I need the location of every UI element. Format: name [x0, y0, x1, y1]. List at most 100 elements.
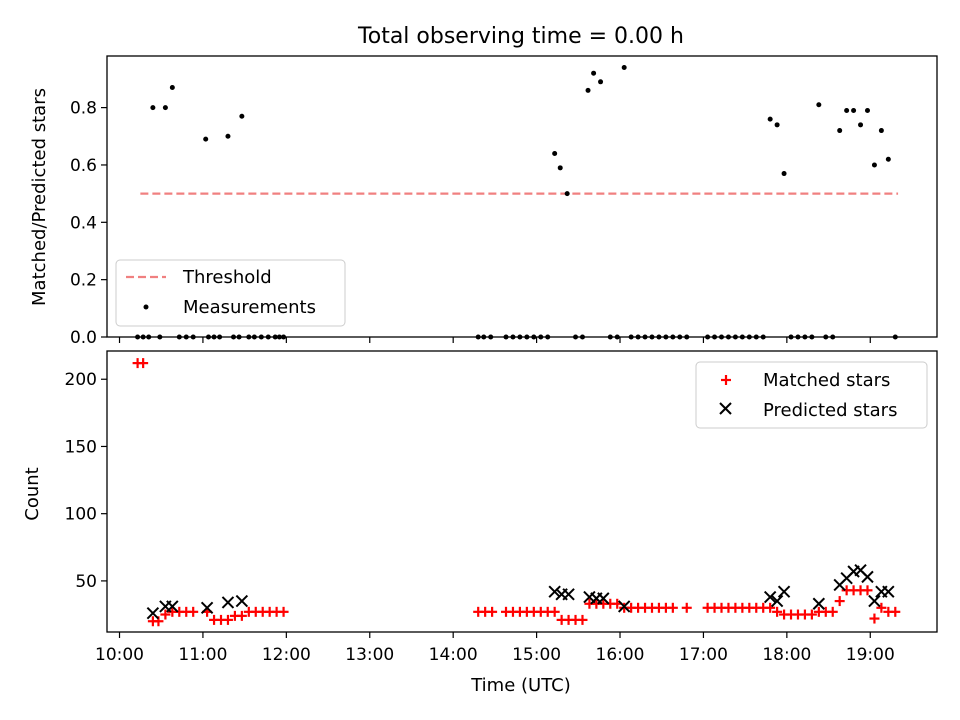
measurement-point	[878, 128, 884, 134]
measurement-point	[169, 85, 175, 91]
matched-star-point	[869, 613, 880, 624]
measurements-legend-label: Measurements	[183, 297, 316, 318]
matched-star-point	[890, 606, 901, 617]
measurement-point	[150, 105, 156, 111]
measurement-point	[816, 102, 822, 108]
bottom-x-axis-label: Time (UTC)	[470, 675, 571, 696]
bottom-y-tick-label: 200	[65, 370, 97, 390]
measurement-point	[871, 162, 877, 168]
predicted-star-point	[770, 594, 784, 608]
bottom-y-tick-label: 100	[65, 505, 97, 525]
matched-star-point	[487, 606, 498, 617]
threshold-legend-label: Threshold	[182, 267, 272, 288]
measurement-point	[557, 165, 563, 171]
top-y-tick-label: 0.2	[70, 271, 97, 291]
matched-star-point	[222, 614, 233, 625]
bottom-x-tick-label: 10:00	[95, 645, 144, 665]
top-y-axis-label: Matched/Predicted stars	[29, 88, 50, 306]
matched-star-point	[278, 606, 289, 617]
predicted-star-point	[200, 601, 214, 615]
measurement-point	[864, 107, 870, 113]
top-y-tick-label: 0.6	[70, 156, 97, 176]
measurement-point	[858, 122, 864, 128]
bottom-panel: 50 100 150 200 10:00 11:00 12:00 13:00 14:00 15:…	[22, 350, 938, 696]
predicted-legend-swatch	[719, 402, 732, 415]
chart-title: Total observing time = 0.00 h	[357, 24, 684, 49]
top-y-axis: 0.0 0.2 0.4 0.6 0.8	[70, 99, 107, 348]
top-y-tick-label: 0.0	[70, 328, 97, 348]
measurement-point	[837, 128, 843, 134]
measurement-point	[162, 105, 168, 111]
matched-star-point	[765, 602, 776, 613]
predicted-star-point	[882, 585, 895, 598]
matched-star-point	[827, 606, 838, 617]
bottom-y-axis: 50 100 150 200	[65, 370, 107, 592]
measurement-point	[591, 70, 597, 76]
bottom-x-tick-label: 15:00	[512, 645, 561, 665]
matched-star-point	[160, 609, 171, 620]
measurement-point	[844, 107, 850, 113]
top-x-axis	[118, 337, 871, 343]
matched-star-point	[681, 602, 692, 613]
predicted-legend-label: Predicted stars	[763, 400, 897, 421]
measurement-point	[767, 116, 773, 122]
bottom-legend: Matched stars Predicted stars	[695, 361, 928, 429]
measurement-point	[781, 171, 787, 177]
measurement-point	[564, 191, 570, 197]
measurement-point	[621, 64, 627, 70]
matched-star-point	[772, 606, 783, 617]
bottom-x-tick-label: 18:00	[762, 645, 811, 665]
predicted-star-point	[548, 585, 561, 598]
matched-star-point	[138, 358, 149, 369]
bottom-x-tick-label: 14:00	[429, 645, 478, 665]
matched-legend-swatch	[721, 375, 731, 385]
predicted-star-point	[562, 588, 575, 601]
predicted-star-point	[763, 590, 777, 604]
matched-star-point	[667, 602, 678, 613]
measurement-point	[239, 113, 245, 119]
measurement-point	[885, 156, 891, 162]
matched-star-point	[188, 606, 199, 617]
predicted-star-point	[861, 570, 874, 584]
predicted-star-point	[777, 585, 791, 598]
bottom-x-tick-label: 19:00	[846, 645, 895, 665]
measurement-point	[598, 79, 604, 85]
predicted-star-point	[617, 600, 631, 613]
predicted-star-point	[166, 600, 179, 613]
matched-star-point	[862, 585, 873, 596]
predicted-star-point	[221, 596, 235, 609]
top-panel: 0.00.20.40.60.8 Matched/Predicted stars …	[29, 55, 938, 348]
predicted-star-point	[235, 594, 249, 608]
predicted-star-point	[146, 606, 160, 620]
measurement-point	[585, 87, 591, 93]
measurement-point	[203, 136, 209, 142]
measurement-point	[774, 122, 780, 128]
matched-star-point	[806, 609, 817, 620]
measurement-point	[552, 150, 558, 156]
bottom-x-axis: 10:00 11:00 12:00 13:00 14:00 15:00 16:00 17:00…	[95, 632, 895, 665]
matched-star-point	[876, 602, 887, 613]
top-y-tick-label: 0.4	[70, 213, 97, 233]
top-legend-box	[115, 259, 346, 327]
matched-star-point	[577, 614, 588, 625]
top-axes-frame	[106, 55, 938, 338]
bottom-x-tick-label: 11:00	[178, 645, 227, 665]
matched-star-point	[834, 596, 845, 607]
bottom-y-tick-label: 50	[75, 572, 97, 592]
predicted-star-point	[597, 592, 610, 605]
measurement-point	[851, 107, 857, 113]
predicted-star-point	[868, 594, 881, 608]
bottom-x-tick-label: 13:00	[345, 645, 394, 665]
top-legend: Threshold Measurements	[115, 259, 346, 327]
bottom-y-axis-label: Count	[22, 467, 43, 520]
predicted-star-point	[812, 597, 826, 610]
bottom-axes-frame	[106, 350, 938, 633]
measurement-point	[225, 133, 231, 139]
measurements-legend-swatch	[143, 304, 149, 310]
bottom-plot-area	[132, 358, 901, 627]
top-y-tick-label: 0.8	[70, 99, 97, 119]
matched-star-point	[549, 606, 560, 617]
matched-legend-label: Matched stars	[763, 370, 890, 391]
